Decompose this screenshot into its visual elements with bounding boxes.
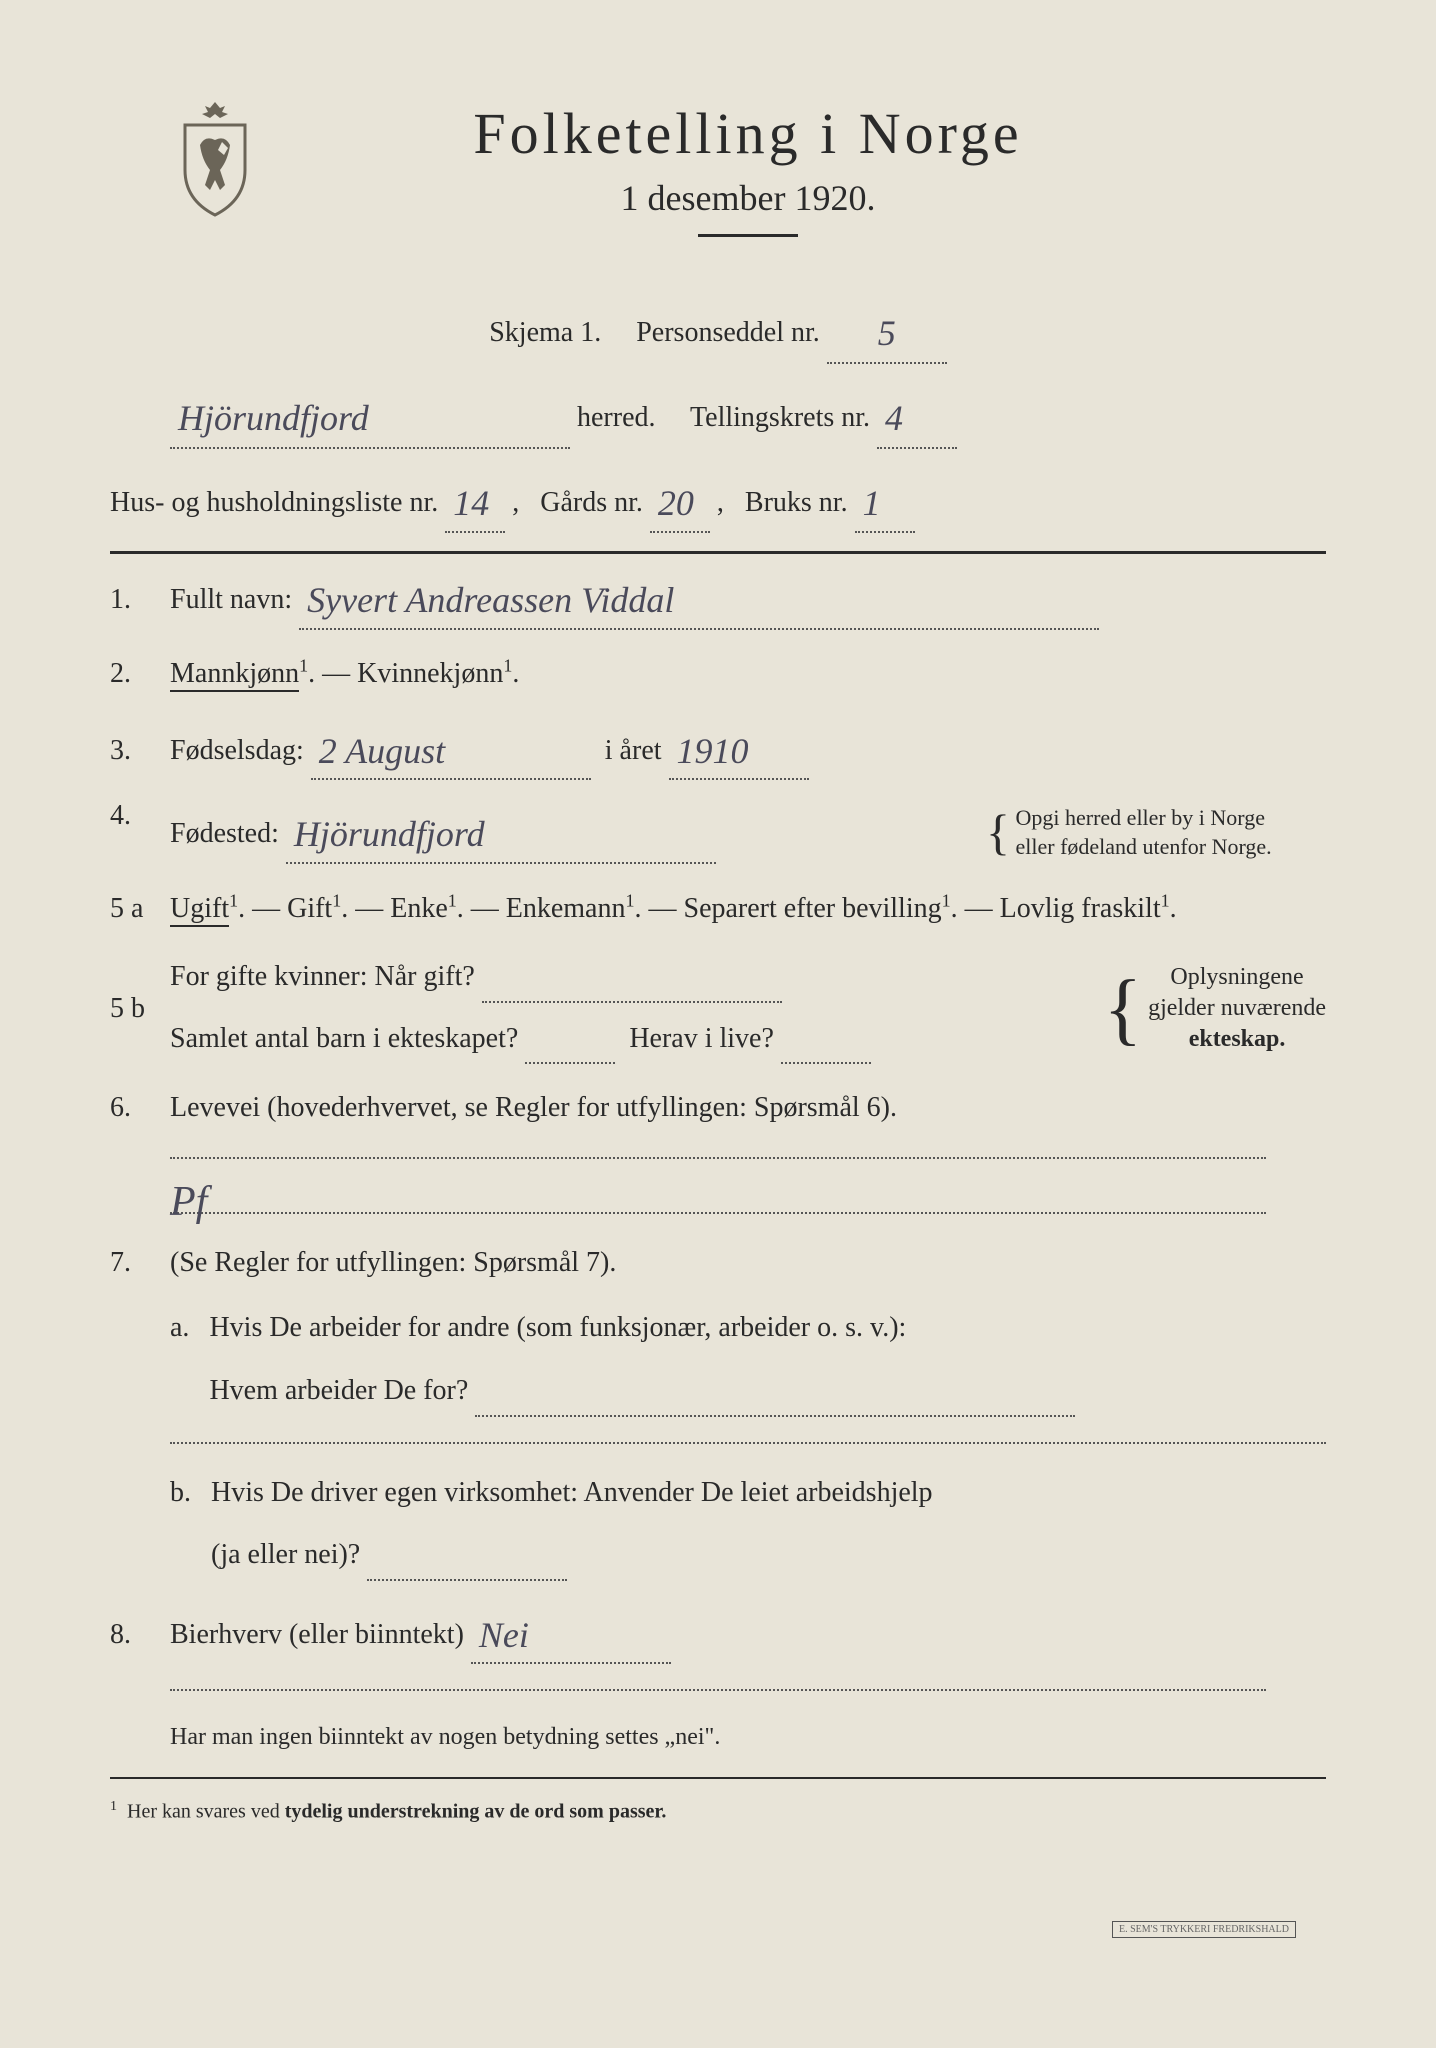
q2: 2. Mannkjønn1. — Kvinnekjønn1. [110,650,1326,698]
q7-text: (Se Regler for utfyllingen: Spørsmål 7). [170,1239,1326,1287]
q1: 1. Fullt navn: Syvert Andreassen Viddal [110,566,1326,629]
census-form-page: Folketelling i Norge 1 desember 1920. Sk… [80,60,1356,1988]
q7-num: 7. [110,1247,150,1279]
q3-num: 3. [110,735,150,767]
bruks-value: 1 [863,483,881,523]
q1-value: Syvert Andreassen Viddal [307,580,674,620]
personseddel-label: Personseddel nr. [636,317,820,348]
skjema-line: Skjema 1. Personseddel nr. 5 [110,297,1326,364]
q5a: 5 a Ugift1. — Gift1. — Enke1. — Enkemann… [110,885,1326,933]
herred-value: Hjörundfjord [178,398,369,438]
bottom-note: Har man ingen biinntekt av nogen betydni… [170,1716,1326,1759]
q5b-num: 5 b [110,993,150,1025]
divider [110,551,1326,554]
q4-note2: eller fødeland utenfor Norge. [1016,834,1272,859]
husliste-value: 14 [453,483,489,523]
q3-year: 1910 [677,731,749,771]
q5b-note2: gjelder nuværende [1148,995,1326,1021]
q6-num: 6. [110,1092,150,1124]
husliste-label: Hus- og husholdningsliste nr. [110,487,438,518]
q4-label: Fødested: [170,818,279,849]
title-block: Folketelling i Norge 1 desember 1920. [290,100,1326,267]
q1-label: Fullt navn: [170,584,292,615]
q6-value: Pf [170,1179,207,1225]
personseddel-value: 5 [878,313,896,353]
q8-line [170,1689,1266,1691]
q2-sep: — [322,658,357,689]
q3-day: 2 August [319,731,445,771]
tellingskrets-value: 4 [885,398,903,438]
q8-value: Nei [479,1615,529,1655]
q5b-note1: Oplysningene [1170,964,1303,990]
q8-label: Bierhverv (eller biinntekt) [170,1619,464,1650]
q2-mann: Mannkjønn [170,658,299,692]
herred-label: herred. [577,402,656,433]
subtitle: 1 desember 1920. [290,177,1206,219]
q6-answer-line [170,1157,1266,1159]
tellingskrets-label: Tellingskrets nr. [690,402,870,433]
q5b-note3: ekteskap. [1189,1026,1286,1052]
q5b-note: { Oplysningene gjelder nuværende ekteska… [1084,957,1326,1061]
q7b-text2: (ja eller nei)? [211,1539,360,1570]
q4-note1: Opgi herred eller by i Norge [1016,805,1265,830]
gards-value: 20 [658,483,694,523]
q3: 3. Fødselsdag: 2 August i året 1910 [110,717,1326,780]
divider-bottom [110,1777,1326,1779]
q7b-label: b. [170,1469,191,1581]
footnote-marker: 1 [110,1799,117,1814]
main-title: Folketelling i Norge [290,100,1206,167]
form-header: Folketelling i Norge 1 desember 1920. [170,100,1326,267]
q4: 4. Fødested: Hjörundfjord { Opgi herred … [110,800,1326,865]
herred-line: Hjörundfjord herred. Tellingskrets nr. 4 [170,382,1326,449]
q6-text: Levevei (hovederhvervet, se Regler for u… [170,1084,1326,1132]
q7a-line [170,1442,1326,1444]
q5b-line2a: Samlet antal barn i ekteskapet? [170,1023,518,1054]
printer-mark: E. SEM'S TRYKKERI FREDRIKSHALD [1112,1921,1296,1938]
title-divider [698,234,798,237]
q5b-line1: For gifte kvinner: Når gift? [170,961,475,992]
coat-of-arms-icon [170,100,260,220]
q5a-text: Ugift1. — Gift1. — Enke1. — Enkemann1. —… [170,885,1326,933]
q4-value: Hjörundfjord [294,814,485,854]
q7a-text2: Hvem arbeider De for? [209,1375,468,1406]
q2-kvinne: Kvinnekjønn [357,658,503,689]
bruks-label: Bruks nr. [745,487,848,518]
q7b-text1: Hvis De driver egen virksomhet: Anvender… [211,1469,933,1517]
q4-note: { Opgi herred eller by i Norge eller fød… [986,800,1326,865]
q7: 7. (Se Regler for utfyllingen: Spørsmål … [110,1239,1326,1581]
q3-year-label: i året [605,735,662,766]
footnote: 1 Her kan svares ved tydelig understrekn… [110,1799,1326,1824]
q6: 6. Levevei (hovederhvervet, se Regler fo… [110,1084,1326,1132]
husliste-line: Hus- og husholdningsliste nr. 14 , Gårds… [110,467,1326,534]
q3-label: Fødselsdag: [170,735,304,766]
q5b: 5 b For gifte kvinner: Når gift? Samlet … [110,953,1326,1064]
gards-label: Gårds nr. [540,487,643,518]
q8-num: 8. [110,1619,150,1651]
q2-num: 2. [110,658,150,690]
q8: 8. Bierhverv (eller biinntekt) Nei [110,1601,1326,1664]
q5a-num: 5 a [110,893,150,925]
q7a-text1: Hvis De arbeider for andre (som funksjon… [209,1304,1075,1352]
q5b-line2b: Herav i live? [629,1023,774,1054]
q6-answer-line2 [170,1212,1266,1214]
q4-num: 4. [110,800,150,832]
skjema-label: Skjema 1. [489,317,601,348]
q7a-label: a. [170,1304,189,1416]
q1-num: 1. [110,584,150,616]
